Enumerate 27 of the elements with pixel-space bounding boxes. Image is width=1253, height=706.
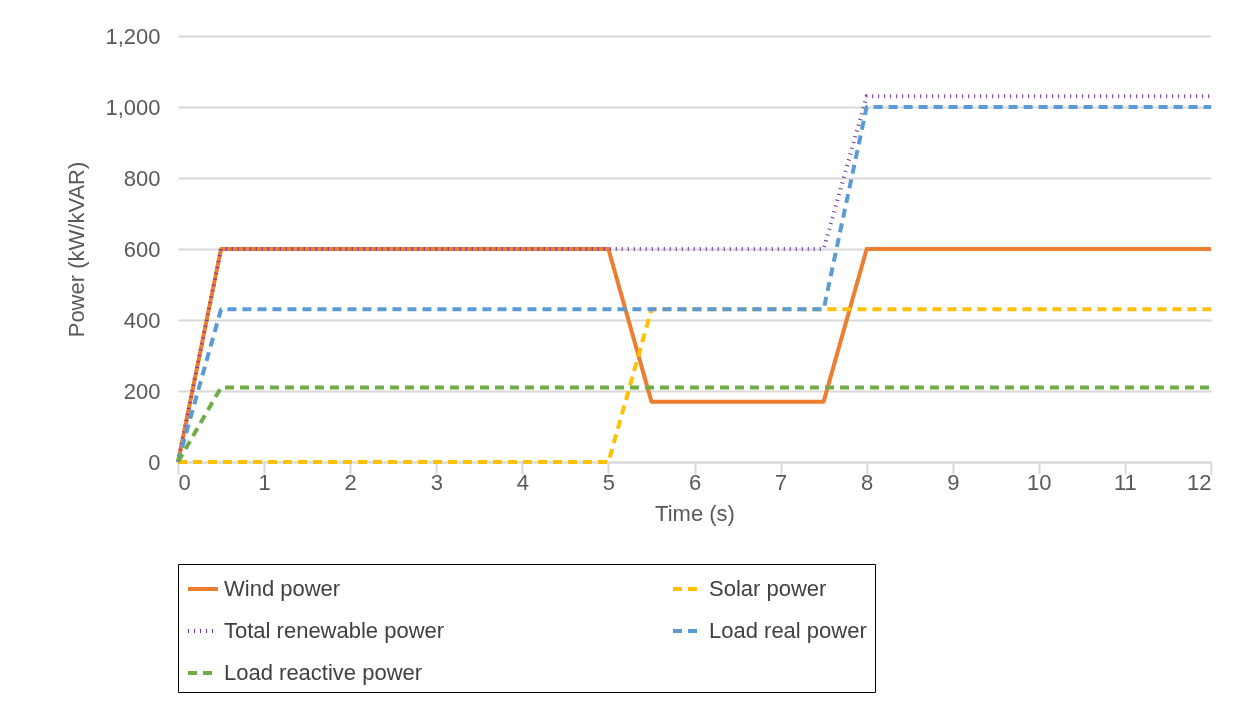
y-axis-title: Power (kW/kVAR) [64,161,90,338]
x-tick-label: 7 [774,469,788,495]
x-tick-label: 0 [178,469,191,495]
x-tick-label: 9 [947,469,960,495]
x-tick-label: 2 [344,469,357,495]
x-tick-label: 4 [516,469,529,495]
y-tick-label: 600 [123,236,161,262]
legend-label: Solar power [709,576,827,601]
legend-label: Wind power [224,576,341,601]
x-tick-label: 6 [688,469,702,495]
legend-label: Load reactive power [224,660,423,685]
y-tick-label: 1,200 [105,23,161,49]
x-tick-label: 3 [430,469,443,495]
y-tick-label: 400 [123,307,161,333]
x-axis-title: Time (s) [655,500,735,526]
legend-label: Load real power [709,618,867,643]
legend-label: Total renewable power [224,618,445,643]
x-tick-label: 5 [602,469,616,495]
x-tick-label: 12 [1187,469,1212,495]
y-tick-label: 200 [123,378,161,404]
x-tick-label: 10 [1027,469,1052,495]
x-tick-label: 1 [258,469,271,495]
x-tick-label: 11 [1113,469,1137,495]
x-tick-label: 8 [861,469,874,495]
y-tick-label: 0 [148,449,161,475]
y-tick-label: 1,000 [105,94,161,120]
y-tick-label: 800 [123,165,161,191]
